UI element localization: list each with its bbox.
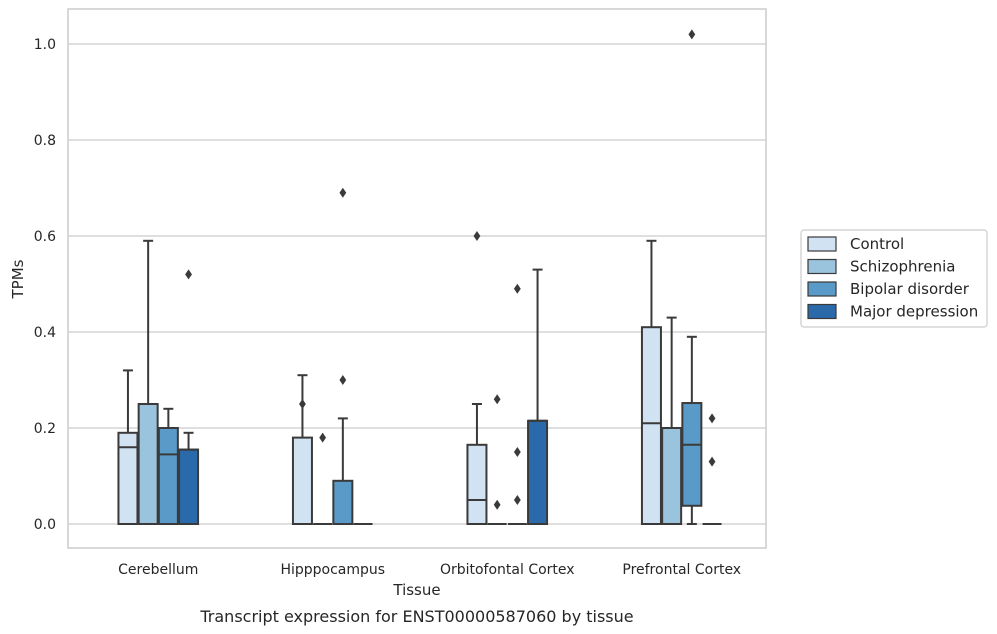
- box-schizophrenia: [661, 316, 683, 525]
- outlier-point: [473, 231, 481, 241]
- box-schizophrenia: [137, 239, 159, 525]
- legend-item: Major depression: [807, 303, 978, 321]
- box-iqr: [291, 436, 313, 526]
- box-bipolar-disorder: [507, 283, 527, 525]
- legend-label: Major depression: [850, 303, 978, 321]
- x-tick-label: Hipppocampus: [280, 562, 385, 578]
- outlier-point: [513, 283, 521, 294]
- box-control: [117, 369, 139, 525]
- outlier-point: [688, 29, 696, 40]
- legend-item: Control: [807, 235, 904, 253]
- box-major-depression: [527, 268, 549, 525]
- box-schizophrenia: [313, 432, 333, 525]
- box-bipolar-disorder: [681, 29, 703, 525]
- legend-swatch: [807, 303, 837, 320]
- y-axis-label: TPMs: [9, 259, 27, 299]
- legend-label: Control: [850, 235, 904, 253]
- legend-swatch: [807, 236, 837, 252]
- box-major-depression: [178, 269, 200, 526]
- x-axis-label: Tissue: [392, 581, 440, 599]
- outlier-point: [185, 269, 192, 280]
- box-bipolar-disorder: [157, 407, 179, 525]
- y-tick-label: 1.0: [34, 37, 56, 53]
- outlier-point: [339, 375, 347, 385]
- outlier-point: [513, 495, 521, 505]
- legend-label: Bipolar disorder: [850, 280, 970, 298]
- outlier-point: [299, 399, 306, 409]
- y-tick-label: 0.6: [34, 229, 56, 245]
- chart-caption: Transcript expression for ENST0000058706…: [199, 607, 633, 626]
- box-control: [466, 231, 488, 525]
- outlier-point: [493, 499, 501, 510]
- box-major-depression: [702, 413, 722, 525]
- legend-swatch: [807, 281, 837, 297]
- box-iqr: [178, 448, 200, 526]
- x-tick-label: Prefrontal Cortex: [622, 562, 741, 578]
- outlier-point: [319, 432, 327, 443]
- legend: Control Schizophrenia Bipolar disorder Majo…: [800, 229, 988, 328]
- y-tick-label: 0.4: [34, 325, 56, 341]
- x-tick-label: Orbitofontal Cortex: [440, 562, 575, 578]
- legend-swatch: [807, 258, 837, 275]
- box-iqr: [332, 479, 354, 525]
- x-axis-ticks: Cerebellum Hipppocampus Orbitofontal Corte…: [118, 562, 741, 578]
- plot-frame: [67, 8, 767, 549]
- box-iqr: [640, 326, 662, 526]
- outlier-point: [708, 456, 716, 467]
- legend-items: Control Schizophrenia Bipolar disorder Majo…: [807, 235, 978, 321]
- box-iqr: [681, 402, 703, 507]
- legend-frame: [800, 229, 988, 328]
- outlier-point: [708, 413, 716, 424]
- x-tick-label: Cerebellum: [118, 562, 198, 578]
- box-schizophrenia: [487, 394, 507, 525]
- y-tick-label: 0.2: [34, 421, 56, 437]
- box-bipolar-disorder: [332, 187, 354, 525]
- outlier-point: [339, 187, 347, 198]
- box-iqr: [527, 419, 549, 525]
- box-iqr: [157, 427, 179, 525]
- y-tick-label: 0.8: [34, 133, 56, 149]
- legend-label: Schizophrenia: [850, 258, 955, 276]
- legend-item: Schizophrenia: [807, 258, 955, 276]
- y-axis-ticks: 0.0 0.2 0.4 0.6 0.8 1.0: [34, 37, 56, 533]
- outlier-point: [493, 394, 501, 405]
- outlier-point: [513, 447, 521, 457]
- box-iqr: [137, 403, 159, 525]
- box-series: [117, 29, 722, 526]
- y-tick-label: 0.0: [34, 517, 56, 533]
- box-control: [291, 374, 313, 526]
- box-iqr: [117, 431, 139, 525]
- box-control: [640, 239, 662, 526]
- box-iqr: [661, 427, 683, 525]
- legend-item: Bipolar disorder: [807, 280, 970, 298]
- box-iqr: [466, 443, 488, 525]
